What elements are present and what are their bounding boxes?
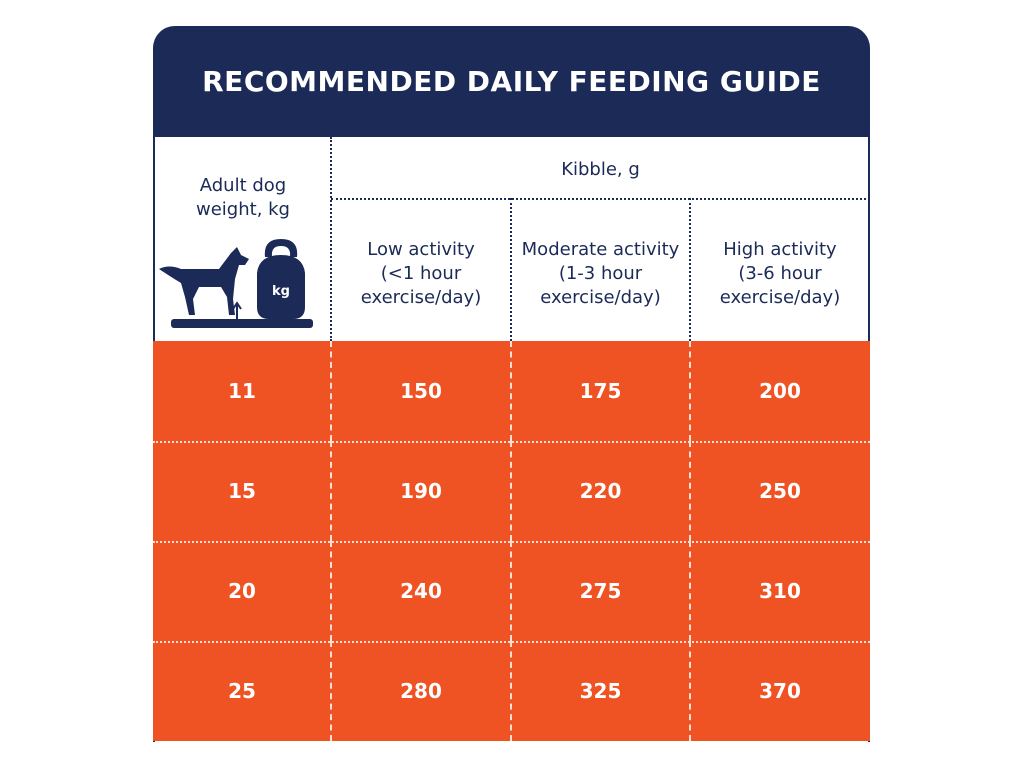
- divider: [330, 641, 332, 741]
- kibble-header: Kibble, g: [561, 159, 640, 180]
- weight-cell: 20: [228, 579, 256, 603]
- table-row: 15 190 220 250: [153, 441, 870, 541]
- kibble-cell: 150: [400, 379, 442, 403]
- divider: [689, 641, 691, 741]
- weight-header: Adult dog weight, kg: [196, 175, 290, 220]
- kibble-cell: 310: [759, 579, 801, 603]
- page-title: RECOMMENDED DAILY FEEDING GUIDE: [202, 65, 821, 98]
- kg-label: kg: [272, 284, 290, 299]
- high-activity-header: High activity (3-6 hour exercise/day): [690, 238, 870, 310]
- divider: [689, 341, 691, 441]
- table-row: 11 150 175 200: [153, 341, 870, 441]
- kibble-cell: 275: [579, 579, 622, 603]
- title-bar: RECOMMENDED DAILY FEEDING GUIDE: [153, 26, 870, 137]
- header-line: exercise/day): [540, 287, 661, 308]
- divider: [330, 137, 332, 341]
- table-row: 25 280 325 370: [153, 641, 870, 741]
- low-activity-header: Low activity (<1 hour exercise/day): [331, 238, 511, 310]
- divider: [330, 341, 332, 441]
- kibble-cell: 175: [579, 379, 622, 403]
- divider: [510, 541, 512, 641]
- divider: [689, 198, 691, 341]
- divider: [689, 441, 691, 541]
- divider: [331, 198, 870, 200]
- weight-cell: 15: [228, 479, 256, 503]
- divider: [689, 541, 691, 641]
- divider: [510, 441, 512, 541]
- kibble-cell: 240: [400, 579, 442, 603]
- header-line: (<1 hour: [380, 263, 462, 284]
- divider: [330, 541, 332, 641]
- dog-weight-icon: kg: [159, 239, 313, 328]
- weight-cell: 25: [228, 679, 256, 703]
- kibble-cell: 325: [579, 679, 622, 703]
- header-line: (1-3 hour: [558, 263, 643, 284]
- header-line: exercise/day): [719, 287, 841, 308]
- table-row: 20 240 275 310: [153, 541, 870, 641]
- header-line: Moderate activity: [521, 239, 680, 260]
- header-line: Low activity: [367, 239, 475, 260]
- divider: [510, 198, 512, 341]
- kibble-cell: 220: [579, 479, 622, 503]
- divider: [510, 641, 512, 741]
- weight-cell: 11: [228, 379, 256, 403]
- kibble-cell: 280: [400, 679, 442, 703]
- header-line: exercise/day): [360, 287, 482, 308]
- divider: [330, 441, 332, 541]
- header-line: (3-6 hour: [738, 263, 822, 284]
- kibble-cell: 370: [759, 679, 801, 703]
- kibble-cell: 250: [759, 479, 801, 503]
- kibble-cell: 190: [400, 479, 442, 503]
- kibble-cell: 200: [759, 379, 801, 403]
- divider: [510, 341, 512, 441]
- feeding-guide-table: RECOMMENDED DAILY FEEDING GUIDE Adult do…: [153, 26, 870, 742]
- moderate-activity-header: Moderate activity (1-3 hour exercise/day…: [511, 238, 690, 310]
- header-line: High activity: [723, 239, 837, 260]
